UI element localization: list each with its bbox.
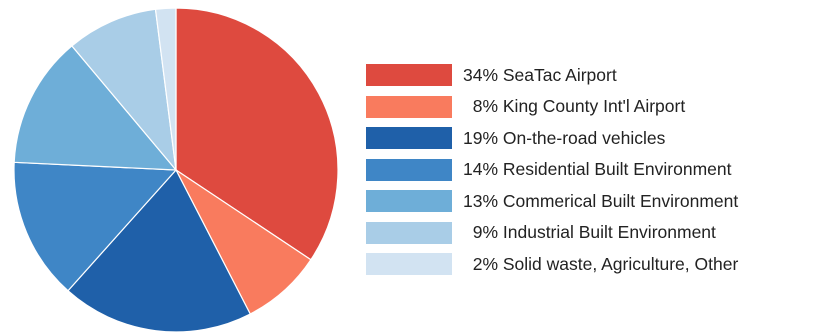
legend-item-2: 19% On-the-road vehicles bbox=[366, 127, 818, 149]
pie-slice-2 bbox=[67, 168, 252, 333]
chart-legend: 34% SeaTac Airport 8% King County Int'l … bbox=[366, 64, 818, 285]
pie-slice-3 bbox=[13, 161, 178, 292]
legend-item-5: 9% Industrial Built Environment bbox=[366, 221, 818, 244]
legend-swatch-5 bbox=[366, 221, 452, 244]
legend-swatch-4 bbox=[366, 190, 452, 212]
legend-item-1: 8% King County Int'l Airport bbox=[366, 95, 818, 118]
legend-label-1: 8% King County Int'l Airport bbox=[463, 96, 686, 116]
legend-swatch-2 bbox=[366, 127, 452, 149]
pie-slice-4 bbox=[13, 45, 178, 171]
pie-slices-group bbox=[13, 7, 339, 333]
legend-label-6: 2% Solid waste, Agriculture, Other bbox=[463, 253, 739, 274]
legend-swatch-3 bbox=[366, 158, 452, 181]
pie-slice-5 bbox=[71, 8, 177, 172]
legend-item-6: 2% Solid waste, Agriculture, Other bbox=[366, 253, 818, 275]
legend-item-0: 34% SeaTac Airport bbox=[366, 64, 818, 86]
pie-slice-6 bbox=[154, 7, 177, 171]
pie-chart-graphic bbox=[13, 7, 339, 333]
legend-label-0: 34% SeaTac Airport bbox=[463, 64, 617, 85]
legend-label-4: 13% Commerical Built Environment bbox=[463, 190, 739, 211]
legend-swatch-0 bbox=[366, 64, 452, 86]
legend-label-2: 19% On-the-road vehicles bbox=[463, 127, 666, 148]
legend-item-4: 13% Commerical Built Environment bbox=[366, 190, 818, 212]
legend-label-3: 14% Residential Built Environment bbox=[463, 159, 732, 179]
legend-swatch-1 bbox=[366, 95, 452, 118]
legend-item-3: 14% Residential Built Environment bbox=[366, 158, 818, 181]
legend-label-5: 9% Industrial Built Environment bbox=[463, 222, 716, 242]
legend-swatch-6 bbox=[366, 253, 452, 275]
